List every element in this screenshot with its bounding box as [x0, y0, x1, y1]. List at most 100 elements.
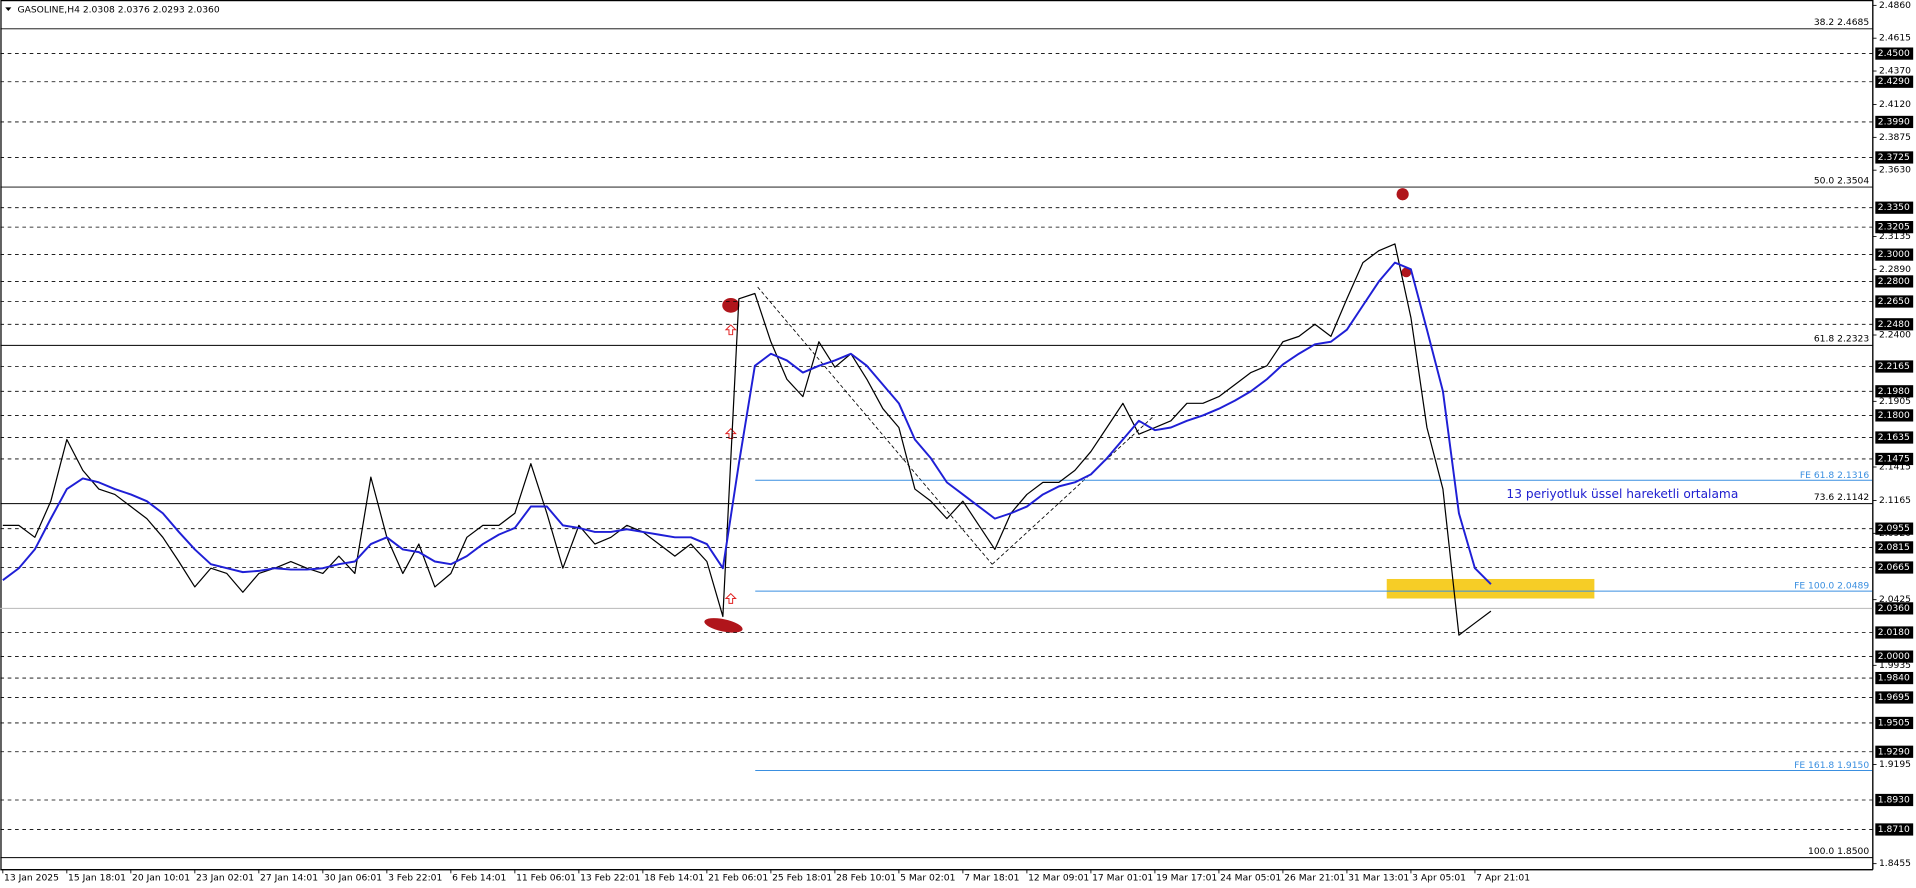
x-tick-label: 25 Feb 18:01 — [772, 873, 832, 884]
arrow — [724, 428, 737, 439]
level-box — [1875, 650, 1914, 663]
level-label: 2.2650 — [1878, 296, 1910, 307]
x-tick-label: 5 Mar 02:01 — [900, 873, 955, 884]
y-tick-label: 2.1905 — [1879, 396, 1911, 407]
fib-label: 50.0 2.3504 — [1814, 175, 1870, 186]
level-box — [1875, 626, 1914, 639]
level-label: 2.1475 — [1878, 453, 1910, 464]
level-label: 2.0665 — [1878, 562, 1910, 573]
level-box — [1875, 522, 1914, 535]
axis-panel — [1872, 0, 1916, 888]
zone-box — [1386, 578, 1595, 599]
x-tick-label: 3 Feb 22:01 — [388, 873, 442, 884]
level-label: 2.3000 — [1878, 249, 1910, 260]
y-tick-label: 2.2400 — [1879, 330, 1911, 341]
level-box — [1875, 201, 1914, 214]
y-tick-label: 2.3135 — [1879, 231, 1911, 242]
x-tick-label: 13 Jan 2025 — [4, 873, 59, 884]
level-box — [1875, 360, 1914, 373]
level-box — [1875, 745, 1914, 758]
level-label: 2.3350 — [1878, 202, 1910, 213]
level-box — [1875, 409, 1914, 422]
x-tick-label: 11 Feb 06:01 — [516, 873, 576, 884]
x-tick-label: 27 Jan 14:01 — [260, 873, 318, 884]
level-label: 1.9505 — [1878, 717, 1910, 728]
x-tick-label: 3 Apr 05:01 — [1412, 873, 1466, 884]
x-tick-label: 17 Mar 01:01 — [1092, 873, 1153, 884]
y-tick-label: 2.3630 — [1879, 165, 1911, 176]
level-box — [1875, 823, 1914, 836]
marker — [1396, 188, 1409, 201]
level-box — [1875, 691, 1914, 704]
y-tick-label: 2.4120 — [1879, 99, 1911, 110]
x-tick-label: 15 Jan 18:01 — [68, 873, 126, 884]
level-label: 2.3725 — [1878, 152, 1910, 163]
fe-label: FE 100.0 2.0489 — [1794, 581, 1869, 592]
marker — [722, 298, 740, 313]
marker — [1401, 267, 1412, 278]
x-tick-label: 7 Apr 21:01 — [1476, 873, 1530, 884]
level-box — [1875, 793, 1914, 807]
y-tick-label: 1.8455 — [1879, 858, 1911, 869]
fib-label: 61.8 2.2323 — [1814, 334, 1870, 345]
level-label: 2.2165 — [1878, 361, 1910, 372]
x-tick-label: 31 Mar 13:01 — [1348, 873, 1409, 884]
y-tick-label: 1.9195 — [1879, 759, 1911, 770]
level-label: 2.0955 — [1878, 523, 1910, 534]
level-box — [1875, 275, 1914, 288]
x-tick-label: 18 Feb 14:01 — [644, 873, 704, 884]
y-tick-label: 2.4860 — [1879, 0, 1911, 11]
level-box — [1875, 541, 1914, 554]
level-label: 2.3990 — [1878, 116, 1910, 127]
level-label: 2.3205 — [1878, 222, 1910, 233]
level-label: 2.2800 — [1878, 276, 1910, 287]
level-label: 2.0815 — [1878, 542, 1910, 553]
level-label: 2.0360 — [1878, 603, 1910, 614]
level-box — [1875, 47, 1914, 60]
y-tick-label: 2.1165 — [1879, 495, 1911, 506]
level-label: 2.1635 — [1878, 432, 1910, 443]
level-label: 1.8930 — [1878, 794, 1910, 805]
x-tick-label: 21 Feb 06:01 — [708, 873, 768, 884]
level-label: 1.9695 — [1878, 692, 1910, 703]
arrow — [724, 324, 737, 336]
y-tick-label: 2.3875 — [1879, 132, 1911, 143]
x-tick-label: 13 Feb 22:01 — [580, 873, 640, 884]
level-label: 2.1980 — [1878, 386, 1910, 397]
x-tick-label: 26 Mar 21:01 — [1284, 873, 1345, 884]
y-tick-label: 2.0425 — [1879, 594, 1911, 605]
y-tick-label: 2.1415 — [1879, 461, 1911, 472]
level-label: 1.9840 — [1878, 673, 1910, 684]
level-box — [1875, 561, 1914, 574]
trend-line — [991, 414, 1155, 565]
level-label: 2.2480 — [1878, 319, 1910, 330]
level-box — [1875, 452, 1914, 466]
level-box — [1875, 385, 1914, 398]
y-tick-label: 2.2890 — [1879, 264, 1911, 275]
x-tick-label: 28 Feb 10:01 — [836, 873, 896, 884]
price-line — [2, 243, 1492, 636]
x-tick-label: 23 Jan 02:01 — [196, 873, 254, 884]
fib-label: 38.2 2.4685 — [1814, 17, 1870, 28]
annotation: 13 periyotluk üssel hareketli ortalama — [1506, 487, 1738, 501]
fe-label: FE 61.8 2.1316 — [1800, 470, 1869, 481]
level-box — [1875, 431, 1914, 444]
level-label: 2.0180 — [1878, 627, 1910, 638]
level-box — [1875, 75, 1914, 88]
ema-line — [2, 261, 1492, 585]
level-box — [1875, 115, 1914, 129]
level-label: 2.1800 — [1878, 410, 1910, 421]
x-tick-label: 7 Mar 18:01 — [964, 873, 1019, 884]
level-box — [1875, 716, 1914, 730]
level-box — [1875, 221, 1914, 234]
level-box — [1875, 151, 1914, 164]
level-label: 1.9290 — [1878, 746, 1910, 757]
x-tick-label: 19 Mar 17:01 — [1156, 873, 1217, 884]
level-box — [1875, 295, 1914, 308]
y-tick-label: 1.9935 — [1879, 660, 1911, 671]
level-box — [1875, 671, 1914, 685]
marker — [704, 618, 743, 633]
